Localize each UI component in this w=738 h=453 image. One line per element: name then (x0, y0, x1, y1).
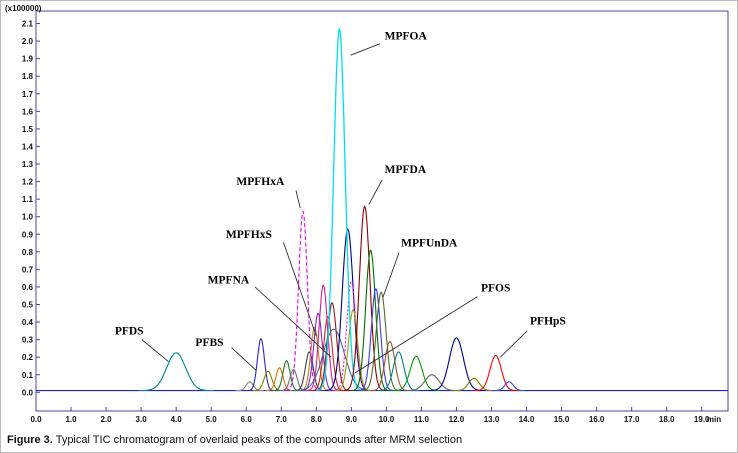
leader-line-PFHpS (499, 330, 528, 358)
trace-PFDS (138, 352, 214, 392)
axes: (x100000) 0.0 0.1 0.2 0.3 0.4 0.5 0.6 0.7 0.8 0.9 1… (5, 4, 721, 424)
trace-unlabeled-11 (306, 284, 341, 392)
leader-line-PFDS (141, 339, 169, 362)
y-tick-label: 1.3 (22, 160, 34, 169)
trace-unlabeled-21 (357, 288, 395, 392)
trace-unlabeled-12 (311, 316, 345, 392)
y-tick-label: 1.0 (22, 213, 34, 222)
trace-unlabeled-1 (235, 381, 264, 392)
y-tick-label: 0.5 (22, 301, 34, 310)
peak-label-MPFHxA: MPFHxA (236, 176, 285, 188)
x-tick-label: 14.0 (519, 415, 535, 424)
y-tick-label: 1.9 (22, 55, 34, 64)
y-tick-label: 1.2 (22, 178, 34, 187)
y-tick-label: 1.4 (22, 142, 34, 151)
x-tick-label: 4.0 (171, 415, 183, 424)
trace-unlabeled-3 (252, 370, 284, 392)
figure-caption-text: Typical TIC chromatogram of overlaid pea… (52, 434, 463, 446)
x-tick-label: 5.0 (206, 415, 218, 424)
x-tick-label: 13.0 (484, 415, 500, 424)
trace-MPFNA (313, 302, 351, 392)
leader-line-MPFNA (254, 286, 332, 358)
x-tick-label: 17.0 (624, 415, 640, 424)
x-tick-label: 15.0 (554, 415, 570, 424)
trace-unlabeled-24 (377, 351, 420, 392)
figure-caption: Figure 3. Typical TIC chromatogram of ov… (7, 434, 462, 446)
plot-frame (35, 10, 729, 412)
y-tick-label: 0.4 (22, 318, 34, 327)
peak-annotations: PFDS PFBS MPFNA MPFHxS MPFHxA MPFOA MPFDA MPFUn… (115, 30, 566, 374)
x-tick-label: 11.0 (414, 415, 430, 424)
leader-line-MPFDA (368, 179, 383, 205)
y-tick-label: 0.3 (22, 336, 34, 345)
x-tick-label: 3.0 (136, 415, 148, 424)
y-axis-unit-label: (x100000) (5, 4, 42, 13)
leader-line-MPFUnDA (382, 252, 400, 298)
y-tick-label: 0.0 (22, 388, 34, 397)
figure-caption-label: Figure 3. (7, 434, 53, 446)
y-tick-label: 0.6 (22, 283, 34, 292)
trace-unlabeled-25 (392, 355, 440, 392)
trace-unlabeled-28 (453, 377, 495, 392)
peak-label-PFHpS: PFHpS (530, 316, 566, 328)
x-tick-label: 6.0 (241, 415, 253, 424)
x-tick-label: 9.0 (346, 415, 358, 424)
trace-MPFUnDA (361, 291, 401, 392)
trace-unlabeled-23 (370, 340, 410, 392)
trace-MPFDA (343, 205, 386, 392)
leader-line-MPFHxS (282, 242, 317, 337)
x-tick-label: 18.0 (659, 415, 675, 424)
trace-unlabeled-30 (492, 381, 526, 392)
trace-MPFOA (316, 28, 363, 392)
trace-unlabeled-15 (325, 228, 371, 392)
y-tick-label: 1.6 (22, 107, 34, 116)
trace-unlabeled-14 (291, 328, 376, 392)
y-tick-label: 2.1 (22, 20, 34, 29)
y-tick-label: 1.8 (22, 72, 34, 81)
x-tick-label: 12.0 (449, 415, 465, 424)
peak-label-MPFHxS: MPFHxS (226, 229, 272, 241)
y-tick-label: 1.7 (22, 90, 34, 99)
y-tick-label: 0.9 (22, 230, 34, 239)
peak-label-PFOS: PFOS (481, 282, 510, 294)
x-tick-label: 8.0 (311, 415, 323, 424)
trace-MPFHxA (285, 210, 321, 392)
trace-unlabeled-27 (428, 337, 485, 392)
peak-label-MPFNA: MPFNA (208, 274, 250, 286)
y-tick-label: 0.7 (22, 265, 34, 274)
y-tick-label: 2.0 (22, 37, 34, 46)
trace-unlabeled-8 (299, 326, 331, 392)
x-axis-unit-label: min (707, 415, 721, 424)
peak-label-MPFUnDA: MPFUnDA (401, 238, 458, 250)
x-tick-label: 19.0 (694, 415, 710, 424)
peak-label-MPFOA: MPFOA (385, 30, 428, 42)
tic-chromatogram-plot: (x100000) 0.0 0.1 0.2 0.3 0.4 0.5 0.6 0.7 0.8 0.9 1… (5, 4, 729, 424)
x-tick-label: 7.0 (276, 415, 288, 424)
x-tick-label: 1.0 (65, 415, 77, 424)
trace-PFBS (246, 338, 276, 392)
chromatogram-traces (138, 28, 526, 392)
peak-label-PFDS: PFDS (115, 325, 144, 337)
trace-unlabeled-20 (351, 249, 391, 392)
trace-PFOS (334, 309, 372, 392)
y-tick-label: 1.1 (22, 195, 34, 204)
x-tick-label: 2.0 (101, 415, 113, 424)
peak-label-PFBS: PFBS (195, 337, 223, 349)
trace-unlabeled-26 (403, 374, 460, 392)
y-tick-label: 0.1 (22, 371, 34, 380)
y-tick-label: 1.5 (22, 125, 34, 134)
leader-line-MPFOA (350, 43, 381, 56)
trace-unlabeled-5 (272, 360, 301, 392)
leader-line-PFOS (354, 296, 478, 374)
y-tick-label: 0.2 (22, 353, 34, 362)
x-tick-label: 16.0 (589, 415, 605, 424)
y-tick-label: 0.8 (22, 248, 34, 257)
x-tick-label: 0.0 (30, 415, 42, 424)
x-tick-label: 10.0 (379, 415, 395, 424)
trace-PFHpS (473, 354, 519, 392)
leader-line-MPFHxA (295, 190, 301, 209)
peak-label-MPFDA: MPFDA (385, 164, 427, 176)
leader-line-PFBS (231, 347, 257, 371)
